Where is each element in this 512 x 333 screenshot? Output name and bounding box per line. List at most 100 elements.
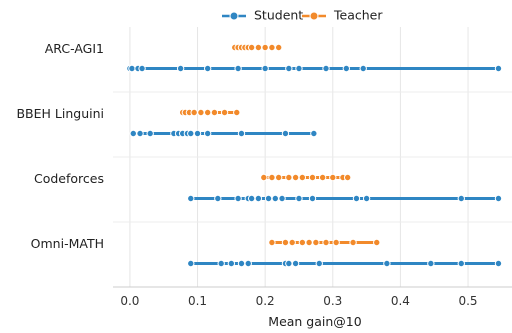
legend-label: Student xyxy=(254,8,303,23)
data-point xyxy=(383,259,391,268)
data-point xyxy=(329,173,337,182)
data-point xyxy=(247,194,256,203)
data-point xyxy=(352,194,361,203)
data-point xyxy=(285,173,293,182)
series-student xyxy=(126,64,503,268)
data-point xyxy=(260,173,268,182)
data-point xyxy=(214,194,222,203)
x-tick-label: 0.3 xyxy=(323,294,342,308)
data-point xyxy=(274,173,283,182)
x-axis: 0.0 0.1 0.2 0.3 0.4 0.5 xyxy=(113,286,512,308)
legend-marker xyxy=(309,11,319,21)
data-point xyxy=(268,173,276,182)
data-point xyxy=(193,129,202,138)
data-point xyxy=(457,194,465,203)
data-point xyxy=(312,238,320,247)
series xyxy=(126,43,503,268)
data-point xyxy=(234,194,242,203)
data-point xyxy=(318,173,327,182)
data-point xyxy=(268,43,276,52)
data-point xyxy=(227,259,236,268)
data-point xyxy=(291,173,300,182)
data-point xyxy=(494,64,503,73)
data-point xyxy=(494,194,503,203)
data-point xyxy=(359,64,367,73)
data-point xyxy=(295,64,303,73)
data-point xyxy=(237,259,246,268)
data-point xyxy=(254,194,263,203)
data-point xyxy=(298,173,307,182)
data-point xyxy=(285,259,293,268)
data-point xyxy=(322,64,330,73)
x-axis-title: Mean gain@10 xyxy=(268,314,361,329)
data-point xyxy=(233,108,241,117)
data-point xyxy=(187,259,195,268)
data-point xyxy=(362,194,371,203)
category-label: BBEH Linguini xyxy=(16,106,104,121)
data-point xyxy=(310,129,318,138)
data-point xyxy=(295,194,303,203)
data-point xyxy=(261,64,269,73)
data-point xyxy=(237,129,246,138)
data-point xyxy=(291,259,300,268)
legend-label: Teacher xyxy=(333,8,383,23)
data-point xyxy=(281,238,290,247)
data-point xyxy=(278,194,286,203)
category-label: Codeforces xyxy=(34,171,104,186)
data-point xyxy=(281,129,290,138)
data-point xyxy=(254,43,263,52)
data-point xyxy=(322,238,330,247)
data-point xyxy=(315,259,323,268)
x-tick-label: 0.0 xyxy=(120,294,139,308)
data-point xyxy=(138,64,146,73)
data-point xyxy=(210,108,219,117)
data-point xyxy=(308,173,317,182)
data-point xyxy=(264,194,273,203)
data-point xyxy=(234,64,242,73)
data-point xyxy=(427,259,435,268)
legend-item-teacher: Teacher xyxy=(302,8,383,23)
data-point xyxy=(343,173,352,182)
data-point xyxy=(136,129,144,138)
data-point xyxy=(203,129,212,138)
data-point xyxy=(129,129,137,138)
data-point xyxy=(342,64,351,73)
data-point xyxy=(220,108,229,117)
data-point xyxy=(203,108,212,117)
legend: Student Teacher xyxy=(222,8,383,23)
data-point xyxy=(128,64,136,73)
grid xyxy=(113,27,512,287)
data-point xyxy=(305,238,313,247)
series-teacher xyxy=(178,43,381,247)
data-point xyxy=(298,238,307,247)
legend-marker xyxy=(229,11,239,21)
data-point xyxy=(274,43,283,52)
data-point xyxy=(373,238,381,247)
data-point xyxy=(146,129,154,138)
data-point xyxy=(187,194,195,203)
data-point xyxy=(288,238,296,247)
data-point xyxy=(308,194,317,203)
category-label: Omni-MATH xyxy=(31,236,104,251)
data-point xyxy=(268,238,276,247)
x-tick-label: 0.4 xyxy=(391,294,410,308)
data-point xyxy=(271,194,280,203)
data-point xyxy=(494,259,503,268)
data-point xyxy=(244,259,252,268)
data-point xyxy=(247,43,256,52)
category-labels: ARC-AGI1 BBEH Linguini Codeforces Omni-MATH xyxy=(16,41,104,251)
data-point xyxy=(457,259,465,268)
data-point xyxy=(217,259,225,268)
x-tick-label: 0.1 xyxy=(188,294,207,308)
data-point xyxy=(187,129,195,138)
data-point xyxy=(197,108,205,117)
x-tick-label: 0.2 xyxy=(256,294,275,308)
data-point xyxy=(261,43,269,52)
data-point xyxy=(203,64,212,73)
legend-item-student: Student xyxy=(222,8,303,23)
data-point xyxy=(332,238,340,247)
data-point xyxy=(190,108,198,117)
category-label: ARC-AGI1 xyxy=(45,41,104,56)
data-point xyxy=(285,64,293,73)
